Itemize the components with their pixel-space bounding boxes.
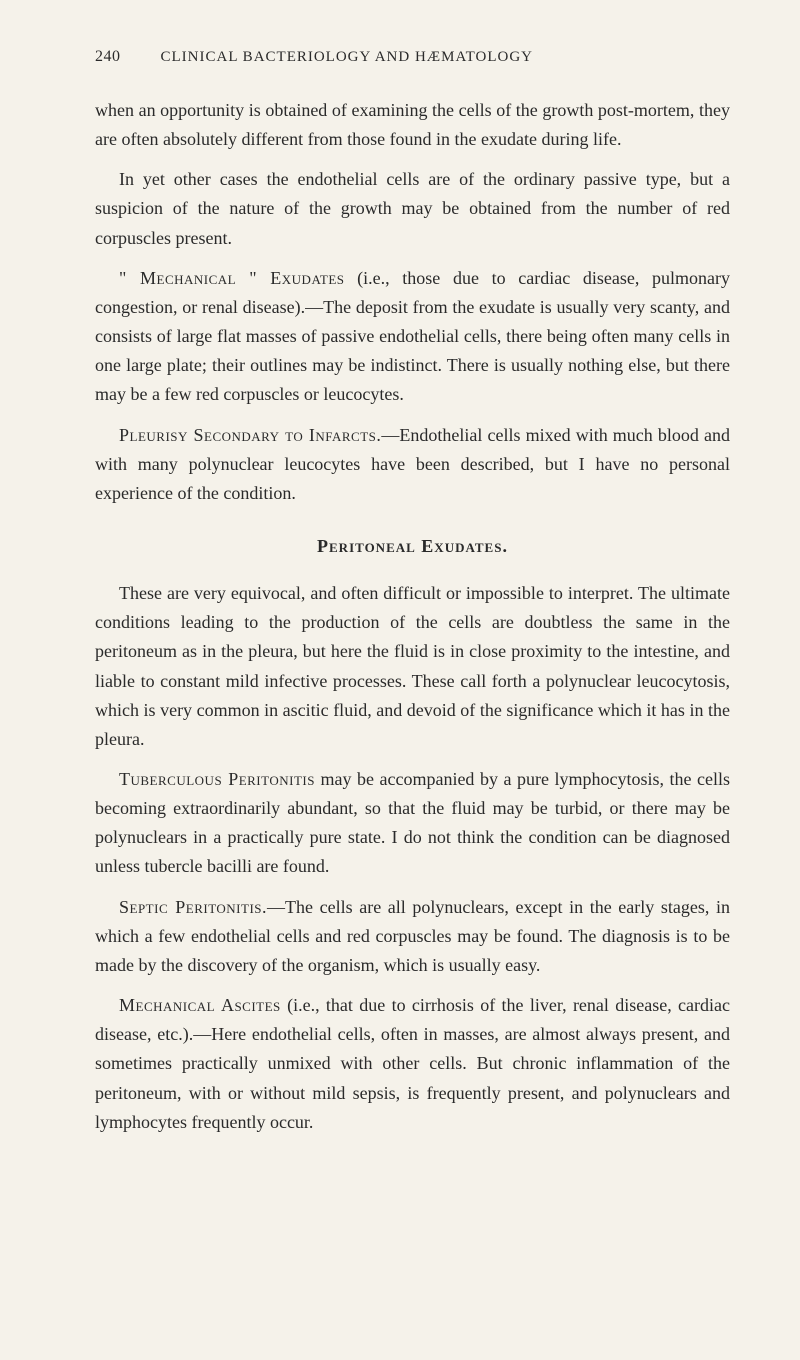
paragraph-3-lead: " Mechanical " Exudates	[119, 268, 345, 288]
page-number: 240	[95, 48, 121, 66]
paragraph-6: Tuberculous Peritonitis may be accompani…	[95, 765, 730, 882]
header-title: CLINICAL BACTERIOLOGY AND HÆMATOLOGY	[161, 49, 534, 66]
paragraph-1: when an opportunity is obtained of exami…	[95, 96, 730, 154]
paragraph-8-lead: Mechanical Ascites	[119, 995, 281, 1015]
page-header: 240 CLINICAL BACTERIOLOGY AND HÆMATOLOGY	[95, 48, 730, 66]
paragraph-3: " Mechanical " Exudates (i.e., those due…	[95, 264, 730, 410]
paragraph-5: These are very equivocal, and often diff…	[95, 579, 730, 754]
paragraph-8-body: (i.e., that due to cirrhosis of the live…	[95, 995, 730, 1132]
paragraph-3-body: (i.e., those due to cardiac disease, pul…	[95, 268, 730, 405]
paragraph-4: Pleurisy Secondary to Infarcts.—Endothel…	[95, 421, 730, 508]
paragraph-6-lead: Tuberculous Peritonitis	[119, 769, 315, 789]
paragraph-2: In yet other cases the endothelial cells…	[95, 165, 730, 252]
paragraph-8: Mechanical Ascites (i.e., that due to ci…	[95, 991, 730, 1137]
paragraph-4-lead: Pleurisy Secondary to Infarcts.	[119, 425, 381, 445]
paragraph-7-lead: Septic Peritonitis.	[119, 897, 267, 917]
paragraph-7: Septic Peritonitis.—The cells are all po…	[95, 893, 730, 980]
section-heading: Peritoneal Exudates.	[95, 536, 730, 557]
